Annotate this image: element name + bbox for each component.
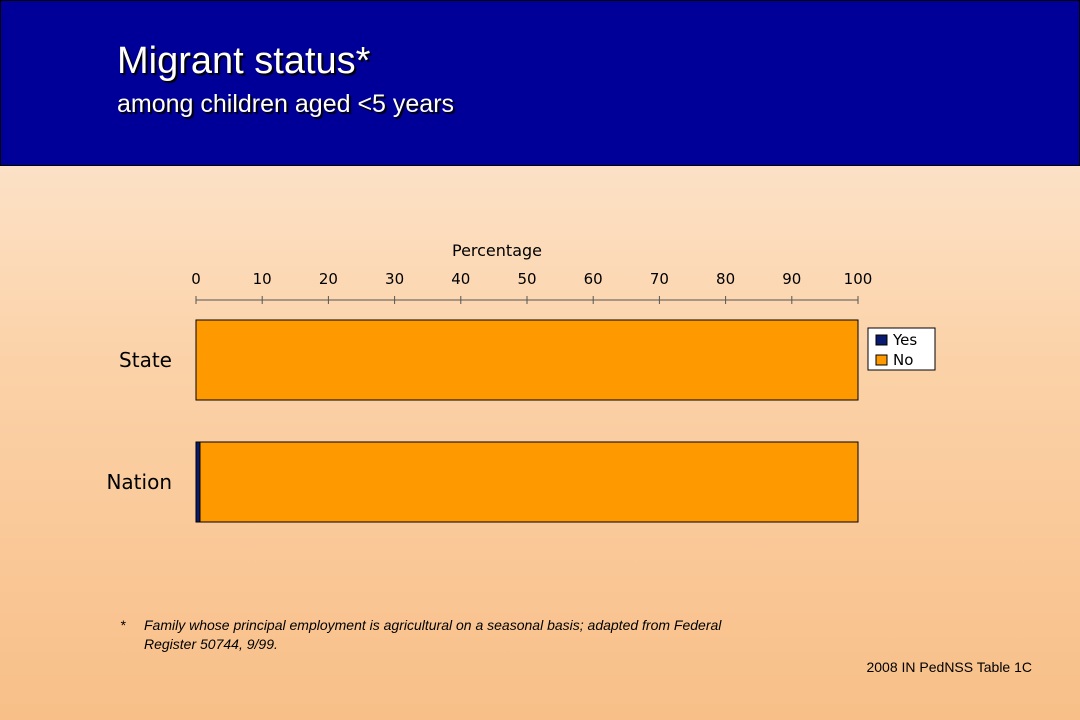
legend-swatch: [875, 354, 888, 366]
bar-state-no: [195, 319, 859, 401]
page-subtitle: among children aged <5 years: [117, 90, 455, 118]
category-labels: State Nation: [106, 348, 172, 494]
x-axis-title: Percentage: [452, 241, 542, 260]
x-tick-label: 40: [451, 270, 470, 288]
legend-label: No: [893, 351, 913, 369]
legend-swatch: [875, 334, 888, 346]
bar-nation-yes: [195, 441, 201, 523]
x-tick-label: 60: [584, 270, 603, 288]
x-axis-ticks: 0 10 20 30 40 50 60 70 80 90 100: [191, 270, 872, 304]
x-tick-label: 80: [716, 270, 735, 288]
x-tick-label: 20: [319, 270, 338, 288]
category-label: State: [119, 348, 172, 372]
footnote-text: Family whose principal employment is agr…: [144, 617, 722, 652]
x-tick-label: 50: [517, 270, 536, 288]
category-label: Nation: [106, 470, 172, 494]
x-tick-label: 30: [385, 270, 404, 288]
x-tick-label: 100: [844, 270, 873, 288]
x-tick-label: 0: [191, 270, 201, 288]
legend: Yes No: [867, 327, 936, 371]
bars: [195, 319, 859, 523]
bar-nation-no: [199, 441, 859, 523]
footnote-mark: *: [120, 617, 126, 633]
x-tick-label: 10: [253, 270, 272, 288]
header-banner: Migrant status* among children aged <5 y…: [0, 0, 1080, 166]
page-title: Migrant status*: [117, 40, 371, 82]
legend-label: Yes: [892, 331, 917, 349]
x-tick-label: 90: [782, 270, 801, 288]
x-tick-label: 70: [650, 270, 669, 288]
source-note: 2008 IN PedNSS Table 1C: [866, 659, 1032, 675]
